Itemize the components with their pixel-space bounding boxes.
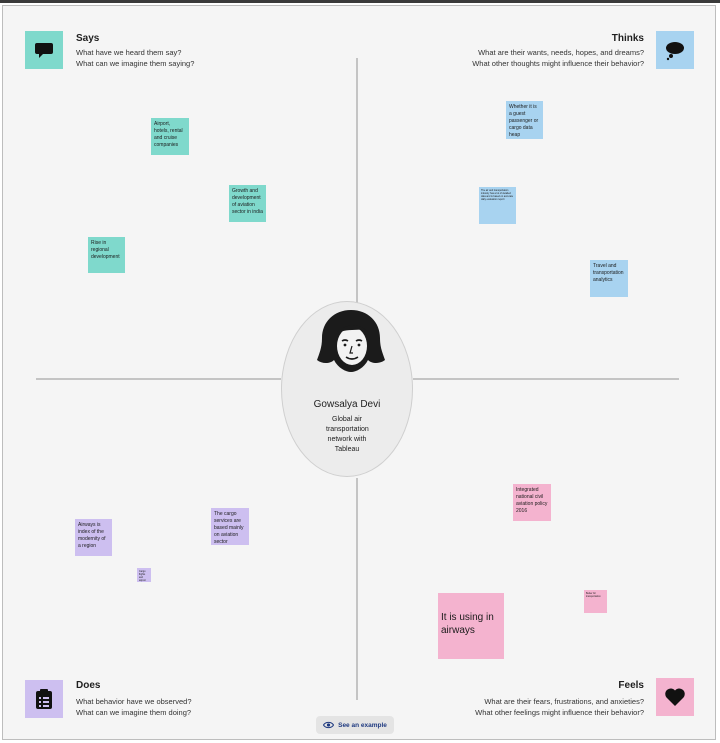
thinks-prompt-line-2: What other thoughts might influence thei…	[472, 59, 644, 68]
feels-prompt: What are their fears, frustrations, and …	[420, 696, 644, 718]
thinks-quadrant-icon	[656, 31, 694, 69]
sticky-note[interactable]: The cargo services are based mainly on a…	[211, 508, 249, 545]
horizontal-divider-left	[36, 378, 281, 380]
thinks-prompt-line-1: What are their wants, needs, hopes, and …	[478, 48, 644, 57]
does-prompt: What behavior have we observed? What can…	[76, 696, 192, 718]
see-example-button[interactable]: See an example	[316, 716, 394, 734]
sticky-note[interactable]: Growth and development of aviation secto…	[229, 185, 266, 222]
says-title: Says	[76, 33, 100, 44]
heart-icon	[665, 688, 685, 706]
sticky-note[interactable]: It is using in airways	[438, 593, 504, 659]
speech-bubble-icon	[35, 43, 53, 58]
persona-avatar-icon	[317, 310, 385, 372]
persona-description: Global air transportation network with T…	[326, 416, 369, 453]
horizontal-divider-right	[413, 378, 679, 380]
top-border	[0, 0, 720, 3]
sticky-note[interactable]: Cargo flights and airport	[137, 568, 151, 582]
thinks-title: Thinks	[611, 33, 644, 44]
does-quadrant-icon	[25, 680, 63, 718]
says-prompt-line-1: What have we heard them say?	[76, 48, 182, 57]
feels-prompt-line-1: What are their fears, frustrations, and …	[484, 697, 644, 706]
vertical-divider-bottom	[356, 478, 358, 700]
sticky-note[interactable]: Better for transportation	[584, 590, 607, 613]
sticky-note[interactable]: Travel and transportation analytics	[590, 260, 628, 297]
feels-title: Feels	[618, 680, 644, 691]
see-example-label: See an example	[338, 721, 387, 729]
says-quadrant-icon	[25, 31, 63, 69]
says-prompt: What have we heard them say? What can we…	[76, 47, 194, 69]
persona-name: Gowsalya Devi	[313, 399, 381, 410]
sticky-note[interactable]: Airways is index of the modernity of a r…	[75, 519, 112, 556]
thought-bubble-icon	[666, 42, 684, 61]
sticky-note[interactable]: Whether it is a guest passenger or cargo…	[506, 101, 543, 139]
says-prompt-line-2: What can we imagine them saying?	[76, 59, 195, 68]
clipboard-icon	[36, 689, 52, 709]
sticky-note[interactable]: Rise in regional development	[88, 237, 125, 273]
eye-icon	[323, 721, 335, 729]
does-prompt-line-1: What behavior have we observed?	[76, 697, 192, 706]
vertical-divider-top	[356, 58, 358, 378]
sticky-note[interactable]: Airport, hotels, rental and cruise compa…	[151, 118, 189, 155]
persona-card[interactable]	[281, 301, 413, 477]
sticky-note[interactable]: Integrated national civil aviation polic…	[513, 484, 551, 521]
feels-prompt-line-2: What other feelings might influence thei…	[475, 708, 644, 717]
feels-quadrant-icon	[656, 678, 694, 716]
does-title: Does	[76, 680, 101, 691]
does-prompt-line-2: What can we imagine them doing?	[76, 708, 192, 717]
thinks-prompt: What are their wants, needs, hopes, and …	[420, 47, 644, 69]
sticky-note[interactable]: The air and transportation industry has …	[479, 187, 516, 224]
